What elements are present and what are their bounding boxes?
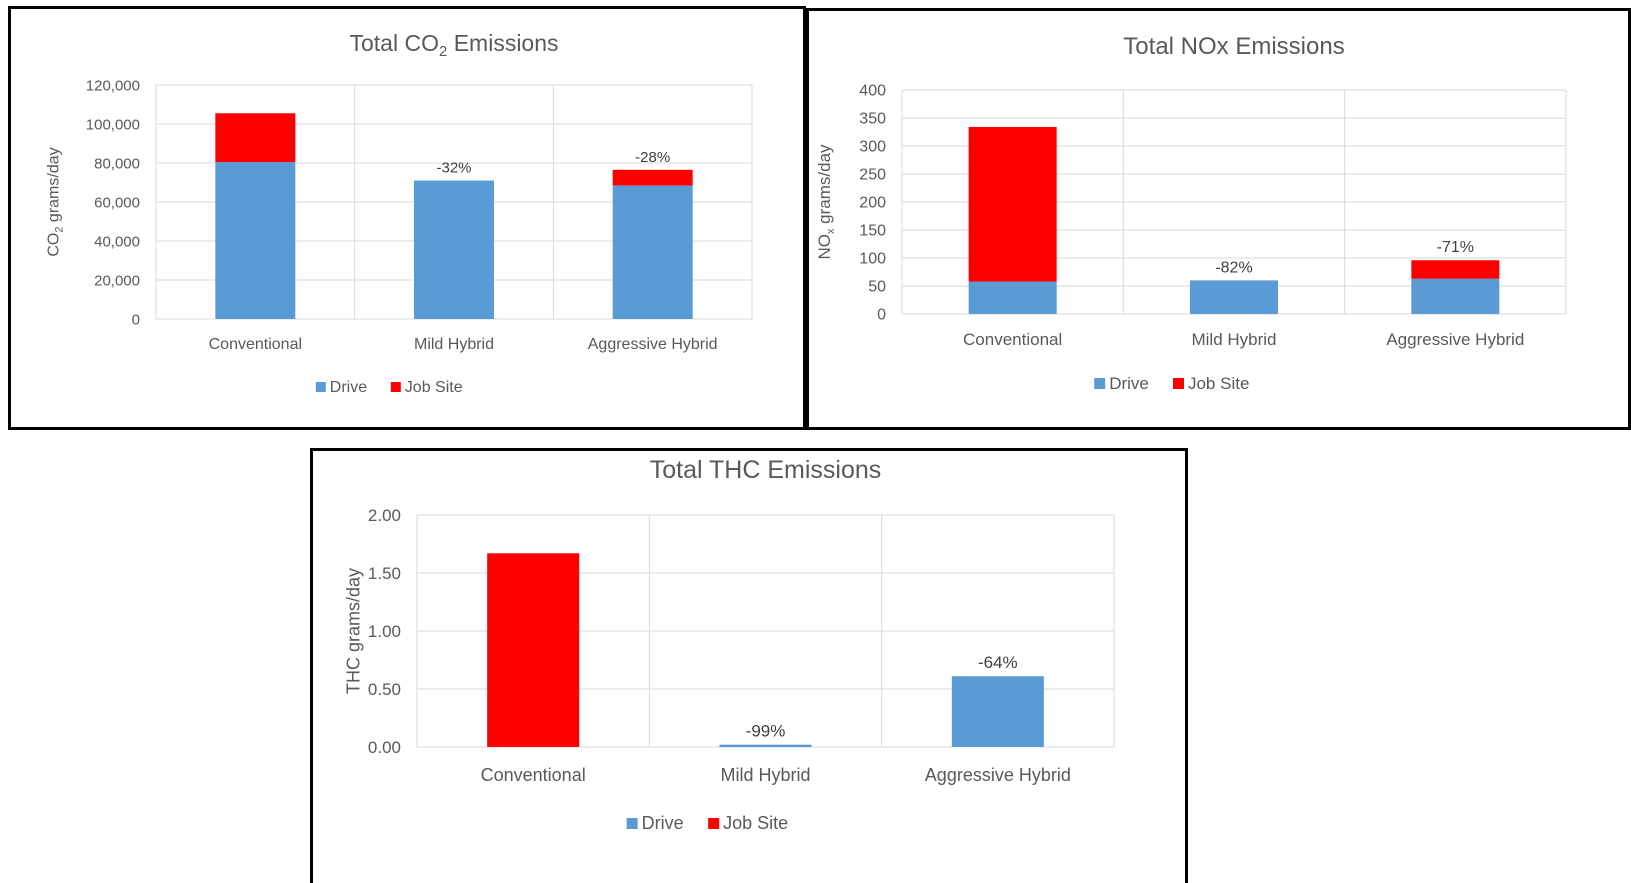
bar-drive [612, 185, 693, 319]
y-axis-label: NOx grams/day [815, 144, 837, 260]
legend-swatch-drive [1094, 378, 1106, 389]
legend-label-job-site: Job Site [405, 379, 463, 396]
data-label: -32% [436, 160, 471, 177]
x-tick-label: Mild Hybrid [414, 336, 494, 353]
y-tick-label: 300 [859, 139, 886, 156]
bar-job-site [215, 113, 296, 163]
x-tick-label: Conventional [209, 336, 302, 353]
y-axis-label: CO2 grams/day [46, 147, 66, 256]
bar-drive [1411, 278, 1500, 314]
data-label: -71% [1437, 239, 1474, 256]
nox-chart: Total NOx Emissions 0 50 100 150 200 250 300 350… [815, 33, 1567, 393]
y-axis-label: THC grams/day [343, 568, 363, 694]
data-label: -28% [635, 149, 670, 166]
legend-label-job-site: Job Site [1188, 374, 1249, 393]
x-tick-label: Mild Hybrid [1191, 330, 1276, 349]
y-tick-label: 0.00 [368, 738, 401, 757]
x-tick-label: Conventional [963, 330, 1062, 349]
legend-swatch-job-site [390, 382, 401, 392]
y-tick-label: 250 [859, 167, 886, 184]
y-tick-label: 400 [859, 83, 886, 100]
y-tick-label: 120,000 [86, 77, 140, 94]
y-tick-label: 200 [859, 195, 886, 212]
legend-label-job-site: Job Site [723, 813, 788, 833]
bar-job-site [968, 126, 1057, 282]
y-tick-label: 100 [859, 251, 886, 268]
co2-chart-panel: Total CO2 Emissions 0 20,000 40,000 60,000 80… [8, 6, 806, 430]
y-tick-label: 20,000 [94, 272, 140, 289]
legend: Drive Job Site [1094, 374, 1249, 393]
legend-label-drive: Drive [642, 813, 684, 833]
x-tick-label: Conventional [481, 765, 586, 785]
x-tick-label: Aggressive Hybrid [588, 336, 718, 353]
y-tick-label: 2.00 [368, 506, 401, 525]
legend: Drive Job Site [315, 379, 463, 396]
y-tick-label: 150 [859, 223, 886, 240]
y-tick-label: 80,000 [94, 155, 140, 172]
data-label: -82% [1215, 259, 1252, 276]
y-tick-label: 40,000 [94, 233, 140, 250]
thc-chart: Total THC Emissions 0.00 0.50 1.00 1.50 2.00 T… [343, 456, 1115, 833]
y-tick-label: 0 [132, 311, 140, 328]
y-tick-label: 0 [877, 307, 886, 324]
thc-chart-panel: Total THC Emissions 0.00 0.50 1.00 1.50 2.00 T… [310, 448, 1188, 883]
y-tick-label: 60,000 [94, 194, 140, 211]
y-tick-label: 50 [868, 279, 886, 296]
bar-drive [951, 676, 1044, 747]
y-tick-label: 1.50 [368, 564, 401, 583]
bar-drive [215, 162, 296, 319]
bar-drive [414, 180, 494, 319]
co2-chart: Total CO2 Emissions 0 20,000 40,000 60,000 80… [46, 30, 753, 396]
chart-title: Total THC Emissions [650, 456, 882, 484]
bar-drive [968, 281, 1057, 314]
bar-job-site [487, 553, 580, 747]
bar-drive [719, 744, 812, 747]
bar-job-site [1411, 260, 1500, 279]
y-tick-label: 100,000 [86, 116, 140, 133]
legend-swatch-drive [626, 818, 638, 829]
legend-swatch-drive [315, 382, 326, 392]
legend-swatch-job-site [1172, 378, 1184, 389]
chart-title: Total CO2 Emissions [349, 30, 558, 60]
bar-job-site [612, 169, 693, 186]
y-tick-label: 1.00 [368, 622, 401, 641]
x-tick-label: Aggressive Hybrid [1386, 330, 1524, 349]
legend: Drive Job Site [626, 813, 788, 833]
data-label: -64% [978, 653, 1018, 672]
bar-drive [1190, 280, 1278, 314]
y-tick-label: 350 [859, 111, 886, 128]
data-label: -99% [746, 722, 786, 741]
chart-title: Total NOx Emissions [1123, 33, 1344, 60]
y-tick-label: 0.50 [368, 680, 401, 699]
nox-chart-panel: Total NOx Emissions 0 50 100 150 200 250 300 350… [806, 8, 1631, 430]
legend-swatch-job-site [708, 818, 720, 829]
x-tick-label: Mild Hybrid [720, 765, 810, 785]
legend-label-drive: Drive [330, 379, 367, 396]
legend-label-drive: Drive [1109, 374, 1149, 393]
x-tick-label: Aggressive Hybrid [925, 765, 1071, 785]
